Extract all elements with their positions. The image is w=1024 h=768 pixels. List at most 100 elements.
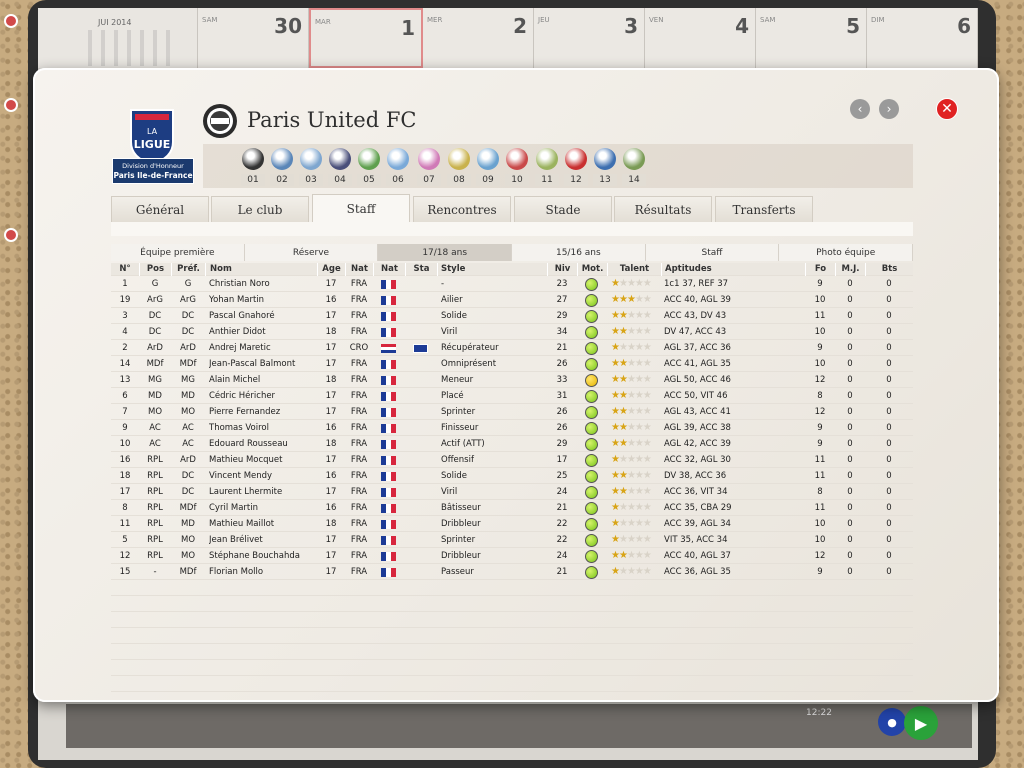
subtab-15-16-ans[interactable]: 15/16 ans (512, 244, 646, 261)
cell-name: Cédric Héricher (209, 391, 276, 401)
table-row[interactable]: 4 DC DC Anthier Didot 18 FRA Viril 34 DV 47, ACC… (111, 324, 913, 340)
col-header-talent[interactable]: Talent (607, 263, 661, 276)
calendar-day[interactable]: SAM 5 (756, 8, 867, 68)
tab-le-club[interactable]: Le club (211, 196, 309, 222)
table-row[interactable]: 19 ArG ArG Yohan Martin 16 FRA Ailier 27 ACC 40,… (111, 292, 913, 308)
calendar-day[interactable]: VEN 4 (645, 8, 756, 68)
subtab-staff[interactable]: Staff (645, 244, 780, 261)
table-row[interactable]: 2 ArD ArD Andrej Maretic 17 CRO Récupérateur 21… (111, 340, 913, 356)
shortcut-dot[interactable] (4, 98, 18, 112)
league-team-item[interactable]: 02 (268, 144, 296, 188)
tab-stade[interactable]: Stade (514, 196, 612, 222)
col-header-num[interactable]: N° (119, 264, 131, 274)
table-row[interactable]: 12 RPL MO Stéphane Bouchahda 17 FRA Dribbleur 2… (111, 548, 913, 564)
table-row[interactable]: 9 AC AC Thomas Voirol 16 FRA Finisseur 26 AGL 39… (111, 420, 913, 436)
table-row[interactable]: 6 MD MD Cédric Héricher 17 FRA Placé 31 ACC 50, … (111, 388, 913, 404)
table-row[interactable]: 10 AC AC Edouard Rousseau 18 FRA Actif (ATT) 29… (111, 436, 913, 452)
col-header-fo[interactable]: Fo (805, 263, 835, 276)
star-icon: ★ (642, 470, 652, 481)
tab-staff[interactable]: Staff (312, 194, 410, 222)
mini-calendar[interactable]: JUI 2014 (38, 8, 198, 68)
table-row[interactable]: 7 MO MO Pierre Fernandez 17 FRA Sprinter 26 AGL … (111, 404, 913, 420)
cell-bts: 0 (886, 295, 892, 305)
subtab-photo-equipe[interactable]: Photo équipe (779, 244, 914, 261)
cell-style: Sprinter (441, 535, 476, 545)
col-header-nat[interactable]: Nat (345, 263, 373, 276)
subtab-17-18-ans[interactable]: 17/18 ans (378, 244, 513, 261)
calendar-day[interactable]: MER 2 (423, 8, 534, 68)
continue-play-button[interactable]: ▶ (904, 706, 938, 740)
league-team-item[interactable]: 03 (297, 144, 325, 188)
col-header-name[interactable]: Nom (205, 263, 317, 276)
league-team-item[interactable]: 11 (533, 144, 561, 188)
tab-resultats[interactable]: Résultats (614, 196, 712, 222)
table-row[interactable]: 14 MDf MDf Jean-Pascal Balmont 17 FRA Omniprés… (111, 356, 913, 372)
table-row[interactable]: 1 G G Christian Noro 17 FRA - 23 1c1 37, REF 37 9… (111, 276, 913, 292)
col-header-style[interactable]: Style (437, 263, 547, 276)
league-team-item[interactable]: 05 (355, 144, 383, 188)
col-header-mj[interactable]: M.J. (835, 263, 865, 276)
subtab-reserve[interactable]: Réserve (244, 244, 379, 261)
cell-mj: 0 (847, 487, 853, 497)
table-row[interactable]: 16 RPL ArD Mathieu Mocquet 17 FRA Offensif 17 AC… (111, 452, 913, 468)
league-team-item[interactable]: 01 (239, 144, 267, 188)
shortcut-dot[interactable] (4, 14, 18, 28)
league-team-item[interactable]: 09 (474, 144, 502, 188)
table-row[interactable]: 3 DC DC Pascal Gnahoré 17 FRA Solide 29 ACC 43, … (111, 308, 913, 324)
manager-icon[interactable]: ● (878, 708, 906, 736)
league-team-item[interactable]: 08 (445, 144, 473, 188)
league-division-plate: Division d'Honneur Paris Ile-de-France (112, 158, 194, 184)
next-club-button[interactable]: › (879, 99, 899, 119)
league-team-item[interactable]: 10 (503, 144, 531, 188)
col-header-aptitudes[interactable]: Aptitudes (661, 263, 805, 276)
cell-fo: 10 (814, 535, 826, 545)
table-row[interactable]: 5 RPL MO Jean Brélivet 17 FRA Sprinter 22 VIT 35… (111, 532, 913, 548)
cell-age: 18 (325, 439, 337, 449)
col-header-pos[interactable]: Pos (139, 263, 171, 276)
table-row[interactable]: 15 - MDf Florian Mollo 17 FRA Passeur 21 ACC 36,… (111, 564, 913, 580)
tab-rencontres[interactable]: Rencontres (413, 196, 511, 222)
col-header-pref[interactable]: Préf. (171, 263, 205, 276)
cell-pos: ArG (147, 295, 163, 305)
col-header-niv[interactable]: Niv (547, 263, 577, 276)
cell-apt: ACC 41, AGL 35 (664, 359, 731, 369)
table-row[interactable]: 11 RPL MD Mathieu Maillot 18 FRA Dribbleur 22 AC… (111, 516, 913, 532)
table-row[interactable]: 13 MG MG Alain Michel 18 FRA Meneur 33 AGL 50, A… (111, 372, 913, 388)
league-team-item[interactable]: 14 (620, 144, 648, 188)
empty-row (111, 628, 913, 644)
star-icon: ★ (611, 342, 620, 353)
calendar-day[interactable]: SAM 30 (198, 8, 309, 68)
star-icon: ★ (642, 438, 652, 449)
previous-club-button[interactable]: ‹ (850, 99, 870, 119)
calendar-day[interactable]: JEU 3 (534, 8, 645, 68)
tab-transferts[interactable]: Transferts (715, 196, 813, 222)
col-header-nat-flag[interactable]: Nat (373, 263, 405, 276)
team-badge-icon (623, 148, 645, 170)
col-header-sta[interactable]: Sta (405, 263, 437, 276)
star-icon: ★ (618, 438, 628, 449)
col-header-mot[interactable]: Mot. (577, 263, 607, 276)
motivation-indicator-icon (585, 358, 598, 371)
table-row[interactable]: 17 RPL DC Laurent Lhermite 17 FRA Viril 24 ACC 3… (111, 484, 913, 500)
table-row[interactable]: 8 RPL MDf Cyril Martin 16 FRA Bâtisseur 21 ACC 3… (111, 500, 913, 516)
league-team-item[interactable]: 06 (384, 144, 412, 188)
subtab-equipe-premiere[interactable]: Équipe première (111, 244, 245, 261)
cell-mj: 0 (847, 327, 853, 337)
close-button[interactable]: ✕ (936, 98, 958, 120)
league-team-item[interactable]: 12 (562, 144, 590, 188)
motivation-indicator-icon (585, 454, 598, 467)
col-header-bts[interactable]: Bts (865, 263, 913, 276)
col-header-age[interactable]: Age (317, 263, 345, 276)
league-team-item[interactable]: 07 (415, 144, 443, 188)
calendar-day[interactable]: DIM 6 (867, 8, 978, 68)
cell-age: 17 (325, 487, 337, 497)
tab-general[interactable]: Général (111, 196, 209, 222)
players-table: N° Pos Préf. Nom Age Nat Nat Sta Style N… (111, 263, 913, 692)
table-row[interactable]: 18 RPL DC Vincent Mendy 16 FRA Solide 25 DV 38, … (111, 468, 913, 484)
team-number: 07 (417, 174, 441, 186)
calendar-day-today[interactable]: MAR 1 (309, 8, 423, 68)
league-team-item[interactable]: 13 (591, 144, 619, 188)
shortcut-dot[interactable] (4, 228, 18, 242)
star-icon: ★ (618, 486, 628, 497)
league-team-item[interactable]: 04 (326, 144, 354, 188)
